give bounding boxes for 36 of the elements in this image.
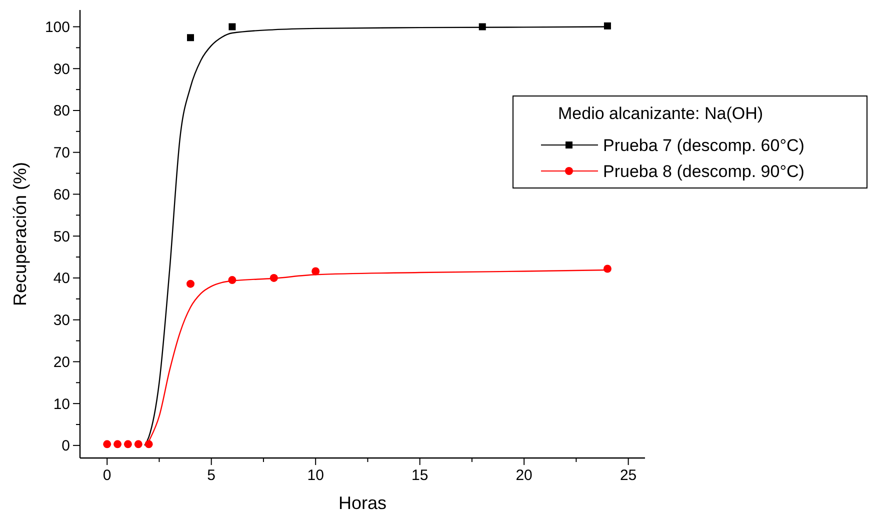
point xyxy=(604,22,611,30)
y-tick-label: 0 xyxy=(62,438,70,455)
y-tick-label: 90 xyxy=(53,60,70,78)
y-tick-label: 30 xyxy=(53,312,70,330)
y-axis-title: Recuperación (%) xyxy=(10,162,30,306)
x-tick-label: 5 xyxy=(207,467,216,484)
x-tick-label: 20 xyxy=(516,467,532,484)
y-tick-label: 50 xyxy=(53,228,70,246)
legend-title: Medio alcanizante: Na(OH) xyxy=(558,104,764,123)
point xyxy=(603,264,612,273)
point xyxy=(228,276,236,284)
y-tick-label: 40 xyxy=(53,270,70,288)
point xyxy=(187,34,194,42)
x-tick-label: 15 xyxy=(411,467,428,484)
point xyxy=(228,23,236,30)
x-tick-label: 0 xyxy=(102,467,112,484)
y-tick-label: 60 xyxy=(53,186,70,204)
legend-label: Prueba 8 (descomp. 90°C) xyxy=(603,162,804,181)
x-axis-title: Horas xyxy=(338,493,387,513)
legend-label: Prueba 7 (descomp. 60°C) xyxy=(603,136,804,155)
point xyxy=(103,440,112,448)
point xyxy=(478,23,486,30)
y-tick-label: 80 xyxy=(53,102,70,120)
y-tick-label: 10 xyxy=(53,396,70,413)
x-tick-label: 10 xyxy=(307,467,324,484)
point xyxy=(144,440,153,448)
y-tick-label: 70 xyxy=(53,144,70,162)
point xyxy=(186,280,194,288)
y-tick-label: 100 xyxy=(44,19,70,36)
x-tick-label: 25 xyxy=(620,467,637,484)
point xyxy=(114,440,122,448)
point xyxy=(124,440,132,448)
point xyxy=(134,440,142,448)
y-tick-label: 20 xyxy=(53,354,70,371)
point xyxy=(312,267,320,276)
point xyxy=(270,274,278,282)
